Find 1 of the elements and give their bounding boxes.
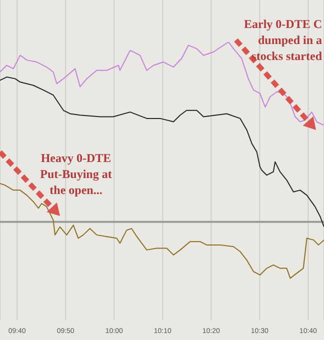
annotation: Heavy 0-DTE Put-Buying at the open...: [40, 151, 112, 197]
